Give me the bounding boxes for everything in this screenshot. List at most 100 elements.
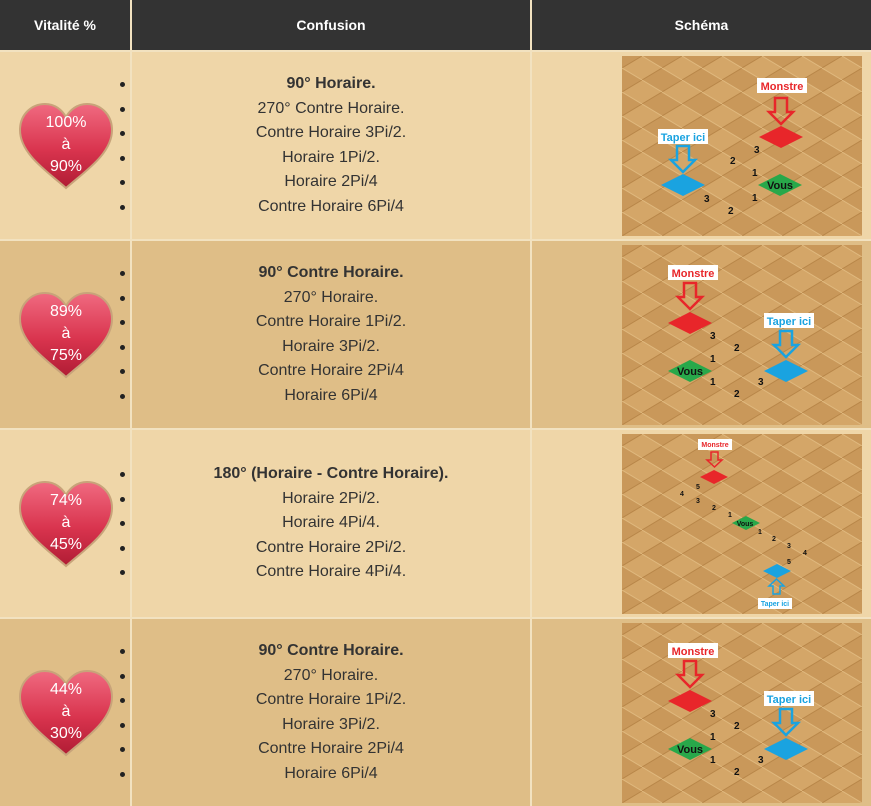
step-number: 1: [752, 168, 758, 179]
monstre-label-bg: [668, 264, 718, 280]
step-number: 3: [710, 331, 716, 342]
schema-cell: Monstre Taper ici Vous 3 2 1 1 2 3: [531, 239, 871, 429]
list-item: 180° (Horaire - Contre Horaire).: [120, 462, 530, 487]
vitality-min: 90%: [49, 157, 83, 175]
confusion-cell: 90° Contre Horaire. 270° Horaire. Contre…: [120, 239, 532, 429]
step-number: 1: [710, 377, 716, 388]
confusion-list: 90° Horaire. 270° Contre Horaire. Contre…: [120, 72, 530, 220]
schema-diagram: Monstre Vous Taper ici 5 4 3 2 1 1 2: [622, 433, 862, 614]
step-number: 3: [704, 194, 710, 205]
schema-cell: Monstre Vous Taper ici 5 4 3 2 1 1 2: [531, 428, 871, 618]
vitality-max: 74%: [49, 491, 83, 509]
taper-label-bg: [758, 597, 792, 609]
heart-icon: [18, 291, 114, 378]
step-number: 3: [787, 543, 791, 550]
table-row: 74% à 45% 180° (Horaire - Contre Horaire…: [0, 428, 871, 618]
schema-diagram: Monstre Taper ici Vous 3 2 1 1 2 3: [622, 244, 862, 425]
vous-label: Vous: [767, 180, 793, 192]
taper-label-bg: [764, 690, 814, 706]
confusion-cell: 180° (Horaire - Contre Horaire). Horaire…: [120, 428, 532, 618]
arrow-down-icon: [770, 329, 802, 359]
monstre-label-bg: [698, 438, 732, 450]
arrow-down-icon: [667, 144, 699, 174]
vous-label: Vous: [677, 744, 703, 756]
step-number: 2: [772, 536, 776, 543]
monstre-label: Monstre: [701, 442, 728, 449]
heart-icon: [18, 669, 114, 756]
heart-icon: [18, 102, 114, 189]
list-item: 90° Contre Horaire.: [120, 639, 530, 664]
vous-label: Vous: [677, 366, 703, 378]
vous-diamond: [758, 173, 802, 196]
monstre-diamond: [759, 125, 803, 148]
vitality-cell: 89% à 75%: [0, 239, 132, 429]
vitality-min: 45%: [49, 535, 83, 553]
monstre-diamond: [668, 689, 712, 712]
step-number: 1: [752, 193, 758, 204]
step-number: 2: [734, 343, 740, 354]
arrow-down-icon: [705, 450, 724, 468]
header-confusion: Confusion: [131, 0, 532, 51]
schema-cell: Monstre Taper ici Vous 3 2 1 1 2 3: [531, 617, 871, 806]
taper-label: Taper ici: [767, 316, 811, 328]
heart-icon: [18, 480, 114, 567]
vitality-range: 100% à 90%: [18, 112, 114, 178]
confusion-cell: 90° Horaire. 270° Contre Horaire. Contre…: [120, 50, 532, 240]
taper-label: Taper ici: [767, 694, 811, 706]
schema-diagram: Monstre Taper ici Vous 3 2 1 1 2 3: [622, 622, 862, 803]
vitality-sep: à: [61, 324, 71, 342]
step-number: 2: [734, 767, 740, 778]
taper-diamond: [764, 737, 808, 760]
list-item: Horaire 2Pi/2.: [120, 487, 530, 512]
list-item: Contre Horaire 2Pi/2.: [120, 536, 530, 561]
monstre-label-bg: [757, 77, 807, 93]
step-number: 3: [758, 755, 764, 766]
list-item: Horaire 4Pi/4.: [120, 511, 530, 536]
vitality-max: 100%: [45, 113, 87, 131]
step-number: 1: [710, 354, 716, 365]
step-number: 2: [728, 206, 734, 217]
list-item: Horaire 3Pi/2.: [120, 335, 530, 360]
arrow-down-icon: [770, 707, 802, 737]
vitality-range: 74% à 45%: [18, 490, 114, 556]
step-number: 3: [710, 709, 716, 720]
vous-diamond: [668, 737, 712, 760]
vitality-min: 30%: [49, 724, 83, 742]
list-item: Horaire 6Pi/4: [120, 762, 530, 787]
taper-diamond: [764, 359, 808, 382]
vitality-min: 75%: [49, 346, 83, 364]
header-schema: Schéma: [531, 0, 871, 51]
step-number: 2: [730, 156, 736, 167]
list-item: Contre Horaire 6Pi/4: [120, 195, 530, 220]
monstre-label: Monstre: [761, 81, 804, 93]
vous-diamond: [732, 515, 760, 530]
taper-diamond: [661, 173, 705, 196]
monstre-label: Monstre: [672, 268, 715, 280]
table-row: 100% à 90% 90° Horaire. 270° Contre Hora…: [0, 50, 871, 240]
vitality-sep: à: [61, 513, 71, 531]
schema-cell: Monstre Taper ici Vous 3 2 1 1 3 2: [531, 50, 871, 240]
list-item: Horaire 1Pi/2.: [120, 146, 530, 171]
step-number: 1: [710, 755, 716, 766]
list-item: 270° Horaire.: [120, 286, 530, 311]
step-number: 5: [696, 484, 700, 491]
step-number: 4: [680, 491, 684, 498]
table-header-row: Vitalité % Confusion Schéma: [0, 0, 871, 51]
list-item: Contre Horaire 1Pi/2.: [120, 310, 530, 335]
step-number: 1: [728, 512, 732, 519]
step-number: 1: [758, 529, 762, 536]
schema-diagram: Monstre Taper ici Vous 3 2 1 1 3 2: [622, 55, 862, 236]
arrow-down-icon: [674, 659, 706, 689]
vitality-cell: 44% à 30%: [0, 617, 132, 806]
list-item: 270° Contre Horaire.: [120, 97, 530, 122]
vitality-max: 44%: [49, 680, 83, 698]
vitality-range: 44% à 30%: [18, 679, 114, 745]
vous-label: Vous: [737, 521, 754, 528]
vitality-cell: 74% à 45%: [0, 428, 132, 618]
list-item: Horaire 3Pi/2.: [120, 713, 530, 738]
table-row: 44% à 30% 90° Contre Horaire. 270° Horai…: [0, 617, 871, 806]
list-item: Contre Horaire 2Pi/4: [120, 737, 530, 762]
step-number: 3: [696, 498, 700, 505]
list-item: Contre Horaire 4Pi/4.: [120, 560, 530, 585]
